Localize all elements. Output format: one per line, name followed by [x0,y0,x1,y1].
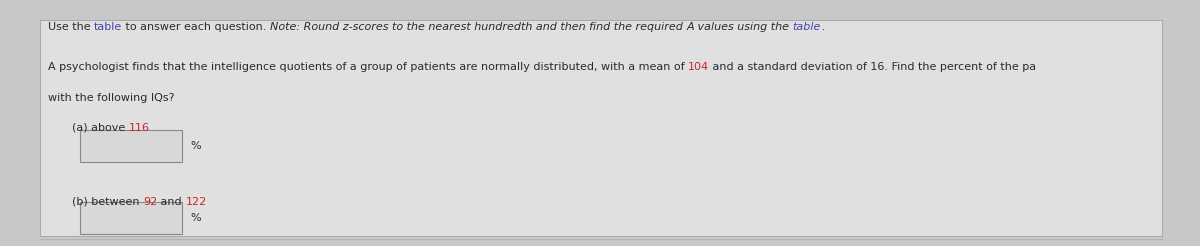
Text: 92: 92 [143,197,157,207]
Text: values using the: values using the [695,22,793,32]
Text: (b) between: (b) between [72,197,143,207]
Text: Use the: Use the [48,22,94,32]
Text: (a) above: (a) above [72,123,128,133]
Text: .: . [821,22,824,32]
Text: %: % [191,213,202,223]
Text: and: and [157,197,185,207]
Text: A: A [686,22,695,32]
FancyBboxPatch shape [40,20,1162,236]
Text: table: table [793,22,821,32]
Text: to answer each question.: to answer each question. [122,22,270,32]
Text: with the following IQs?: with the following IQs? [48,93,174,104]
Text: A psychologist finds that the intelligence quotients of a group of patients are : A psychologist finds that the intelligen… [48,62,688,72]
FancyBboxPatch shape [80,130,182,162]
Text: 104: 104 [688,62,709,72]
Text: %: % [191,141,202,151]
Text: 116: 116 [128,123,150,133]
Text: Note: Round z-scores to the nearest hundredth and then find the required: Note: Round z-scores to the nearest hund… [270,22,686,32]
FancyBboxPatch shape [80,202,182,234]
Text: table: table [94,22,122,32]
Text: and a standard deviation of 16. Find the percent of the pa: and a standard deviation of 16. Find the… [709,62,1037,72]
Text: 122: 122 [185,197,206,207]
